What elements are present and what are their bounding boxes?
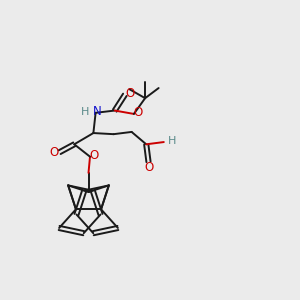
Text: O: O (134, 106, 143, 119)
Text: O: O (144, 161, 153, 174)
Text: H: H (81, 107, 89, 117)
Text: H: H (168, 136, 176, 146)
Text: O: O (126, 87, 135, 100)
Text: O: O (50, 146, 59, 159)
Text: N: N (93, 105, 101, 119)
Text: O: O (89, 149, 98, 162)
